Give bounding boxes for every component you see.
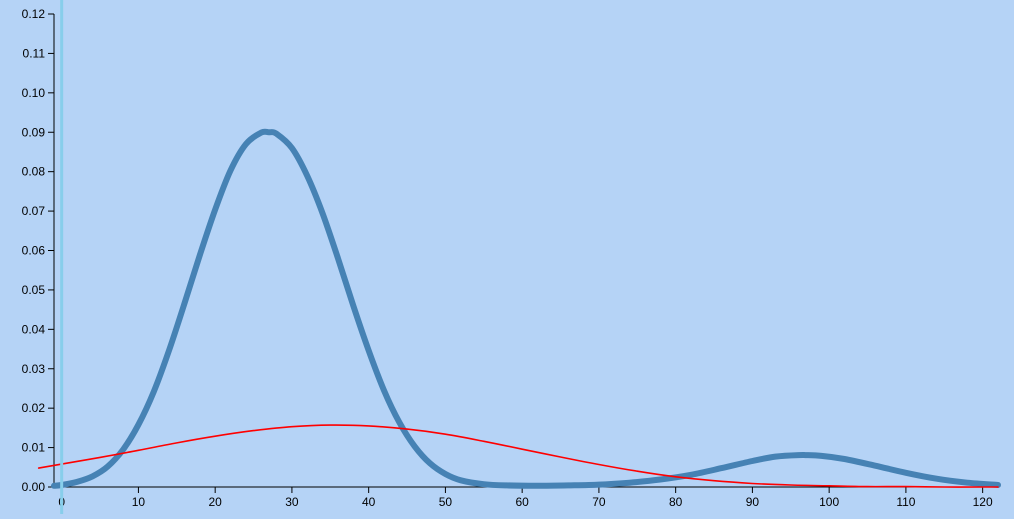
y-tick-label: 0.08 <box>22 165 46 179</box>
y-tick-label: 0.09 <box>22 125 46 139</box>
y-tick-label: 0.01 <box>22 441 46 455</box>
x-tick-label: 110 <box>896 495 915 509</box>
x-tick-label: 70 <box>592 495 606 509</box>
y-tick-label: 0.03 <box>22 362 46 376</box>
y-tick-label: 0.05 <box>22 283 46 297</box>
y-tick-label: 0.12 <box>22 7 46 21</box>
y-tick-label: 0.07 <box>22 204 46 218</box>
x-tick-label: 20 <box>208 495 222 509</box>
x-tick-label: 120 <box>973 495 993 509</box>
x-axis: 0102030405060708090100110120 <box>54 486 998 509</box>
x-tick-label: 60 <box>515 495 529 509</box>
x-tick-label: 80 <box>669 495 683 509</box>
y-axis: 0.00 0.01 0.02 0.03 0.04 0.05 0.06 0.07 0.08 0.09… <box>22 7 55 494</box>
series-line-1 <box>51 128 1001 489</box>
y-tick-label: 0.10 <box>22 86 46 100</box>
y-tick-label: 0.04 <box>22 322 46 336</box>
y-tick-label: 0.11 <box>23 46 46 60</box>
y-tick-label: 0.06 <box>22 244 46 258</box>
x-tick-label: 10 <box>132 495 146 509</box>
series-line-2 <box>37 424 999 488</box>
x-tick-label: 100 <box>819 495 839 509</box>
series-layer <box>37 128 1001 489</box>
y-tick-label: 0.00 <box>22 480 46 494</box>
x-tick-label: 50 <box>439 495 453 509</box>
x-tick-label: 40 <box>362 495 376 509</box>
x-tick-label: 90 <box>746 495 760 509</box>
x-tick-label: 30 <box>285 495 299 509</box>
y-tick-label: 0.02 <box>22 401 46 415</box>
